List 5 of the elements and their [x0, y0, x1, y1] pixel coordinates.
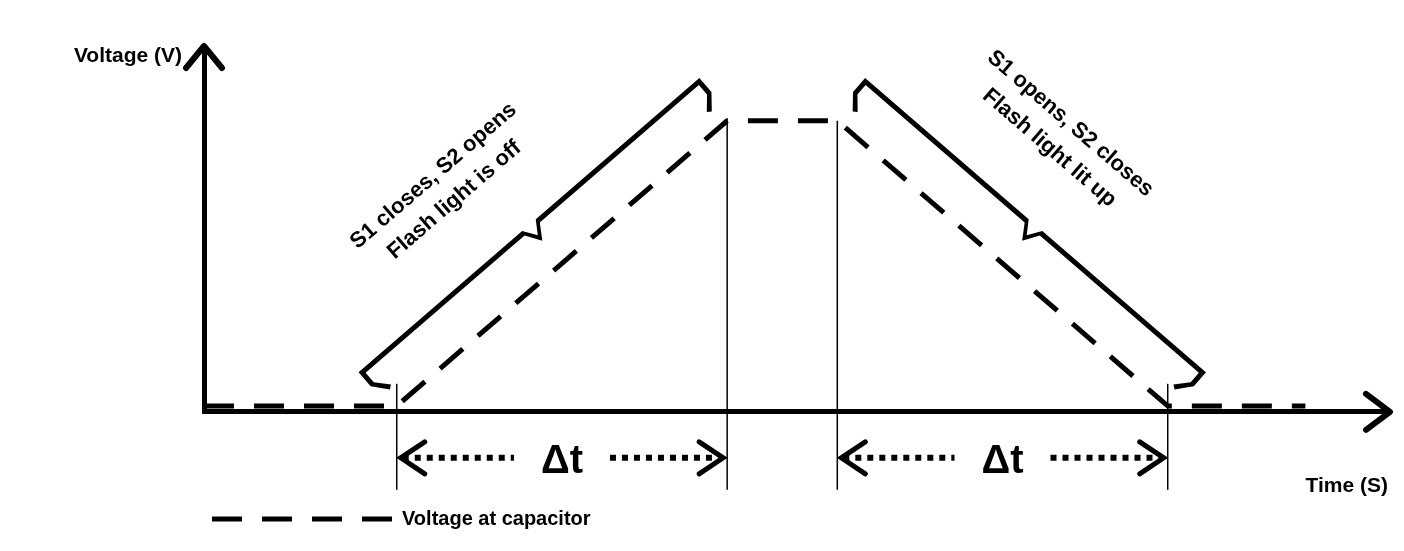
text: Δt — [540, 436, 583, 481]
text: Δt — [981, 436, 1024, 481]
text: Voltage at capacitor — [402, 506, 591, 529]
y-axis-title: Voltage (V) — [73, 42, 182, 66]
x-axis-title: Time (S) — [1305, 473, 1388, 497]
